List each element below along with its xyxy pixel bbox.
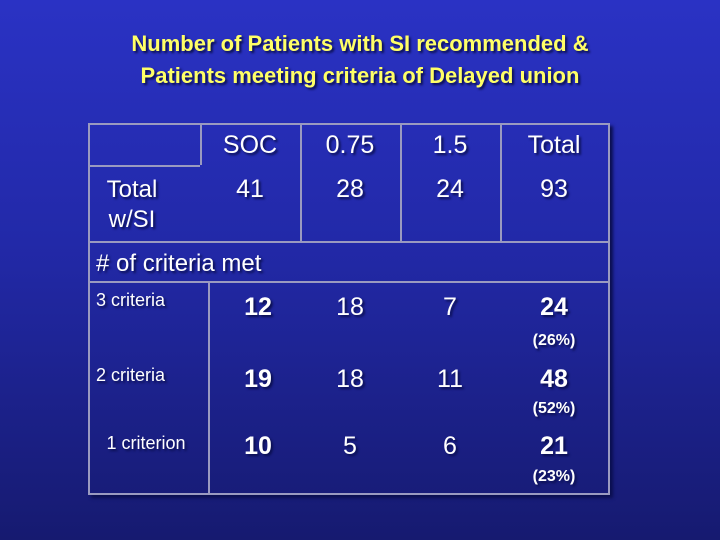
row2-15: 11 [437,365,463,393]
title-line-2: Patients meeting criteria of Delayed uni… [140,63,580,88]
table-divider [208,281,210,493]
slide-title: Number of Patients with SI recommended &… [0,28,720,92]
row-label-1-criterion: 1 criterion [106,433,186,453]
row2-percent: (52%) [532,400,576,417]
table-divider [90,281,608,283]
column-header-soc: SOC [222,131,278,159]
column-header-075: 0.75 [325,131,375,159]
total-with-si-label: Total w/SI [106,176,158,233]
table-divider [200,125,202,165]
total-15: 24 [436,175,464,203]
title-line-1: Number of Patients with SI recommended & [131,31,589,56]
table-divider [90,241,608,243]
results-table: SOC 0.75 1.5 Total Total w/SI 41 28 24 9… [88,123,610,495]
table-divider [90,165,200,167]
row3-total: 21 [540,432,568,460]
row3-percent: (23%) [532,468,576,485]
table-divider [500,125,502,241]
row2-075: 18 [336,365,364,393]
row1-percent: (26%) [532,332,576,349]
table-divider [300,125,302,241]
column-header-15: 1.5 [432,131,468,159]
row1-total: 24 [540,293,568,321]
row1-soc: 12 [244,293,272,321]
row3-soc: 10 [244,432,272,460]
table-divider [400,125,402,241]
row1-15: 7 [443,293,457,321]
row3-15: 6 [443,432,457,460]
total-total: 93 [540,175,568,203]
row-label-3-criteria: 3 criteria [96,290,166,310]
total-soc: 41 [236,175,264,203]
row2-soc: 19 [244,365,272,393]
row1-075: 18 [336,293,364,321]
criteria-section-label: # of criteria met [96,250,262,277]
total-075: 28 [336,175,364,203]
row-label-2-criteria: 2 criteria [96,365,166,385]
row3-075: 5 [343,432,357,460]
row2-total: 48 [540,365,568,393]
column-header-total: Total [527,131,581,159]
